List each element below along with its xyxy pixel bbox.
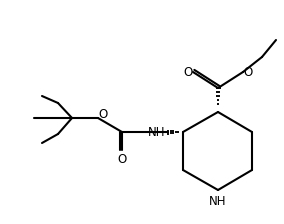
Text: O: O bbox=[243, 65, 253, 78]
Text: NH: NH bbox=[148, 125, 166, 138]
Text: O: O bbox=[98, 108, 108, 121]
Text: NH: NH bbox=[209, 194, 227, 207]
Text: O: O bbox=[117, 153, 127, 166]
Text: O: O bbox=[183, 65, 193, 78]
